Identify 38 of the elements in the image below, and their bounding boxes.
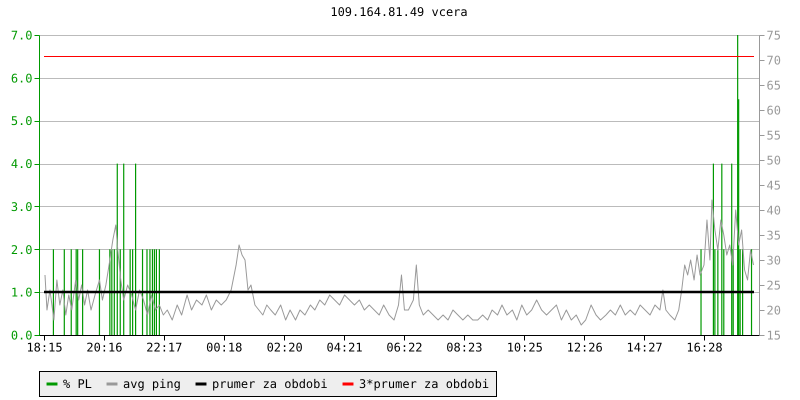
y-tick-label: 3.0 xyxy=(10,200,32,214)
y2-tick-label: 40 xyxy=(766,204,781,218)
chart-title: 109.164.81.49 vcera xyxy=(330,5,468,19)
y2-tick-label: 20 xyxy=(766,304,781,318)
y2-tick-label: 15 xyxy=(766,328,781,342)
x-tick-label: 12:26 xyxy=(566,340,603,354)
x-tick-label: 14:27 xyxy=(626,340,663,354)
x-tick-label: 00:18 xyxy=(206,340,242,354)
y-tick-label: 4.0 xyxy=(10,157,32,172)
y2-tick-label: 50 xyxy=(766,154,781,168)
x-tick-label: 06:22 xyxy=(386,340,423,354)
x-tick-label: 02:20 xyxy=(266,340,303,354)
x-tick-label: 16:28 xyxy=(686,340,723,354)
y2-tick-label: 60 xyxy=(766,104,781,118)
y-tick-label: 7.0 xyxy=(10,28,32,42)
y2-tick-label: 65 xyxy=(766,78,781,92)
y2-tick-label: 75 xyxy=(766,28,781,42)
y-tick-label: 5.0 xyxy=(10,114,32,128)
y2-tick-label: 30 xyxy=(766,254,781,268)
x-tick-label: 22:17 xyxy=(146,340,182,354)
legend-label: avg ping xyxy=(123,377,181,391)
y2-tick-label: 55 xyxy=(766,128,781,142)
y-tick-label: 6.0 xyxy=(10,71,32,86)
y-tick-label: 2.0 xyxy=(10,242,32,257)
legend-label: prumer za obdobi xyxy=(212,377,328,391)
x-tick-label: 20:16 xyxy=(86,340,122,354)
x-tick-label: 08:23 xyxy=(446,340,482,354)
x-tick-label: 18:15 xyxy=(26,340,63,354)
y2-tick-label: 25 xyxy=(766,278,781,292)
y-tick-label: 1.0 xyxy=(10,286,32,300)
x-tick-label: 10:25 xyxy=(506,340,543,354)
legend-label: 3*prumer za obdobi xyxy=(359,377,490,391)
x-tick-label: 04:21 xyxy=(326,340,363,354)
y-tick-label: 0.0 xyxy=(10,328,32,342)
legend-label: % PL xyxy=(63,377,92,391)
y2-tick-label: 70 xyxy=(766,54,781,68)
y2-tick-label: 45 xyxy=(766,178,781,192)
y2-tick-label: 35 xyxy=(766,228,781,242)
